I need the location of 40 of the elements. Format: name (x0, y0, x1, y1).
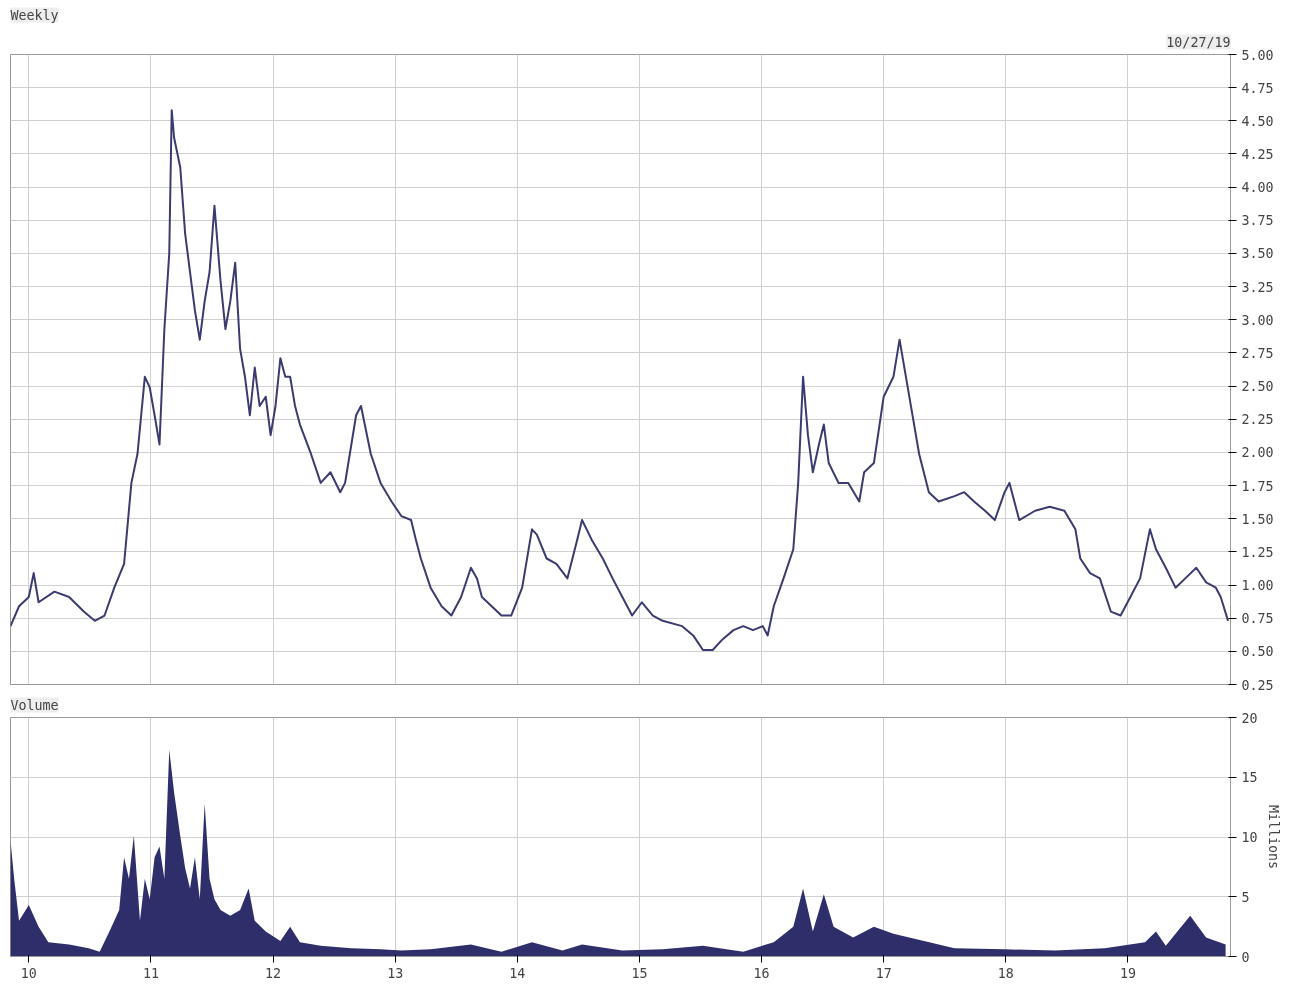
y-tick-label: 1.50 (1241, 511, 1274, 527)
x-tick-label: 10 (20, 965, 37, 981)
x-tick-label: 15 (631, 965, 648, 981)
x-tick-label: 12 (265, 965, 282, 981)
y-tick-label: 2.00 (1241, 445, 1274, 461)
x-tick-label: 13 (387, 965, 404, 981)
y-tick-label: 4.00 (1241, 180, 1274, 196)
text: 10/27/19 (1166, 34, 1231, 50)
y-tick-label: 4.25 (1241, 146, 1274, 162)
x-tick-label: 18 (997, 965, 1014, 981)
y-tick-label: 3.00 (1241, 312, 1274, 328)
y-tick-label: 1.00 (1241, 578, 1274, 594)
y-tick-label: 1.25 (1241, 544, 1274, 560)
y-tick-label: 2.50 (1241, 379, 1274, 395)
x-tick-label: 17 (875, 965, 892, 981)
y-tick-label: 0.25 (1241, 677, 1274, 693)
y-tick-label: 5.00 (1241, 47, 1274, 63)
chart-title: Weekly (10, 7, 59, 23)
y-tick-label: 10 (1241, 830, 1258, 845)
y-tick-label: 15 (1241, 770, 1258, 786)
y-axis-title: Millions (1265, 804, 1281, 870)
y-tick-label: 2.75 (1241, 345, 1274, 361)
y-tick-label: 2.25 (1241, 412, 1274, 428)
y-tick-label: 1.75 (1241, 478, 1274, 494)
y-tick-label: 3.75 (1241, 213, 1274, 229)
y-tick-label: 20 (1241, 710, 1258, 726)
x-tick-label: 14 (509, 965, 526, 981)
y-tick-label: 3.25 (1241, 279, 1274, 295)
x-tick-label: 19 (1119, 965, 1136, 981)
chart-title: Volume (10, 697, 59, 713)
y-tick-label: 0 (1241, 949, 1250, 965)
y-tick-label: 4.75 (1241, 80, 1274, 96)
x-tick-label: 16 (753, 965, 770, 981)
line-series (10, 109, 1230, 652)
x-tick-label: 11 (142, 965, 159, 981)
y-tick-label: 5 (1241, 889, 1250, 905)
y-tick-label: 3.50 (1241, 246, 1274, 262)
y-tick-label: 4.50 (1241, 113, 1274, 129)
y-tick-label: 0.75 (1241, 611, 1274, 627)
y-tick-label: 0.50 (1241, 644, 1274, 660)
